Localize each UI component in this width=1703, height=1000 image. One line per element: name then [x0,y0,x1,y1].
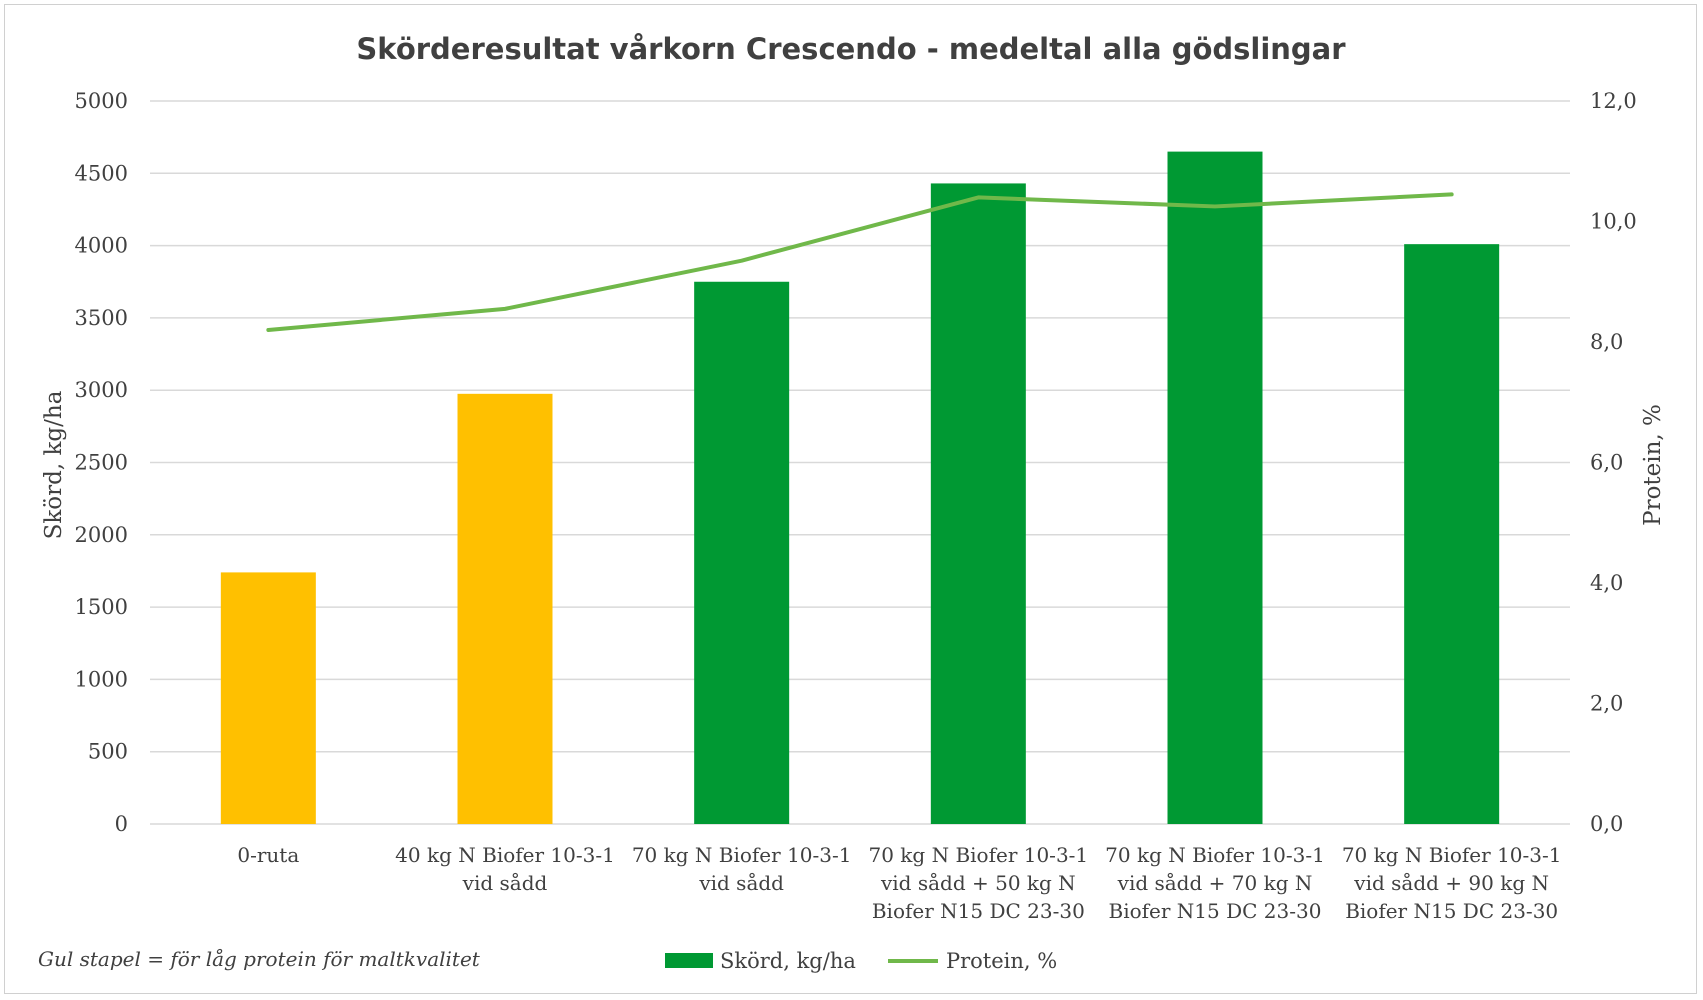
bar [220,572,316,824]
category-label-line: Biofer N15 DC 23-30 [872,899,1085,923]
protein-line [266,192,1454,332]
bar [1404,244,1500,825]
chart-title: Skörderesultat vårkorn Crescendo - medel… [356,32,1346,66]
category-label-line: Biofer N15 DC 23-30 [1109,899,1322,923]
y-tick-label: 3500 [75,306,128,330]
category-label-line: 0-ruta [237,843,299,867]
bar-series [220,151,1500,825]
y-tick-label: 4000 [75,234,128,258]
right-axis-ticks: 12,0 10,0 8,0 6,0 4,0 2,0 0,0 [1590,89,1637,836]
y2-tick-label: 0,0 [1590,812,1623,836]
line-point [1213,204,1217,208]
category-label: 70 kg N Biofer 10-3-1 vid sådd + 70 kg N B… [1105,843,1325,923]
y-tick-label: 1500 [75,595,128,619]
line-point [1450,192,1454,196]
gridlines [150,100,1570,825]
legend: Skörd, kg/ha Protein, % [665,949,1057,973]
category-label: 70 kg N Biofer 10-3-1 vid sådd + 50 kg N B… [869,843,1089,923]
line-series [266,192,1454,332]
y-tick-label: 5000 [75,89,128,113]
category-label-line: vid sådd [462,871,548,895]
category-label-line: 70 kg N Biofer 10-3-1 [632,843,852,867]
legend-swatch-bars [665,953,713,968]
y2-tick-label: 6,0 [1590,451,1623,475]
category-label: 70 kg N Biofer 10-3-1 vid sådd [632,843,852,895]
y-tick-label: 4500 [75,161,128,185]
legend-label-bars: Skörd, kg/ha [720,949,856,973]
category-label-line: vid sådd + 90 kg N [1353,871,1549,895]
y2-tick-label: 8,0 [1590,330,1623,354]
category-label-line: vid sådd + 50 kg N [880,871,1076,895]
y2-tick-label: 12,0 [1590,89,1637,113]
category-label-line: vid sådd [698,871,784,895]
bar [1167,151,1263,825]
category-label: 70 kg N Biofer 10-3-1 vid sådd + 90 kg N B… [1342,843,1562,923]
y-tick-label: 2000 [75,523,128,547]
category-label-line: 70 kg N Biofer 10-3-1 [1105,843,1325,867]
y-tick-label: 0 [115,812,128,836]
y2-tick-label: 4,0 [1590,571,1623,595]
legend-label-line: Protein, % [946,949,1057,973]
category-label-line: vid sådd + 70 kg N [1117,871,1313,895]
y-tick-label: 1000 [75,667,128,691]
y-tick-label: 500 [88,740,128,764]
category-label-line: 70 kg N Biofer 10-3-1 [869,843,1089,867]
category-label: 40 kg N Biofer 10-3-1 vid sådd [395,843,615,895]
line-point [503,307,507,311]
category-label-line: 40 kg N Biofer 10-3-1 [395,843,615,867]
bar [457,393,553,824]
category-label-line: Biofer N15 DC 23-30 [1345,899,1558,923]
category-label-line: 70 kg N Biofer 10-3-1 [1342,843,1562,867]
line-point [976,195,980,199]
annotation-note: Gul stapel = för låg protein för maltkva… [38,947,481,971]
y-tick-label: 3000 [75,378,128,402]
bar [930,183,1026,824]
line-point [266,328,270,332]
bar [694,281,790,824]
category-label: 0-ruta [237,843,299,867]
line-point [740,259,744,263]
y2-axis-title: Protein, % [1640,404,1666,526]
y-tick-label: 2500 [75,451,128,475]
y-axis-title: Skörd, kg/ha [41,390,67,539]
y2-tick-label: 10,0 [1590,210,1637,234]
y2-tick-label: 2,0 [1590,692,1623,716]
